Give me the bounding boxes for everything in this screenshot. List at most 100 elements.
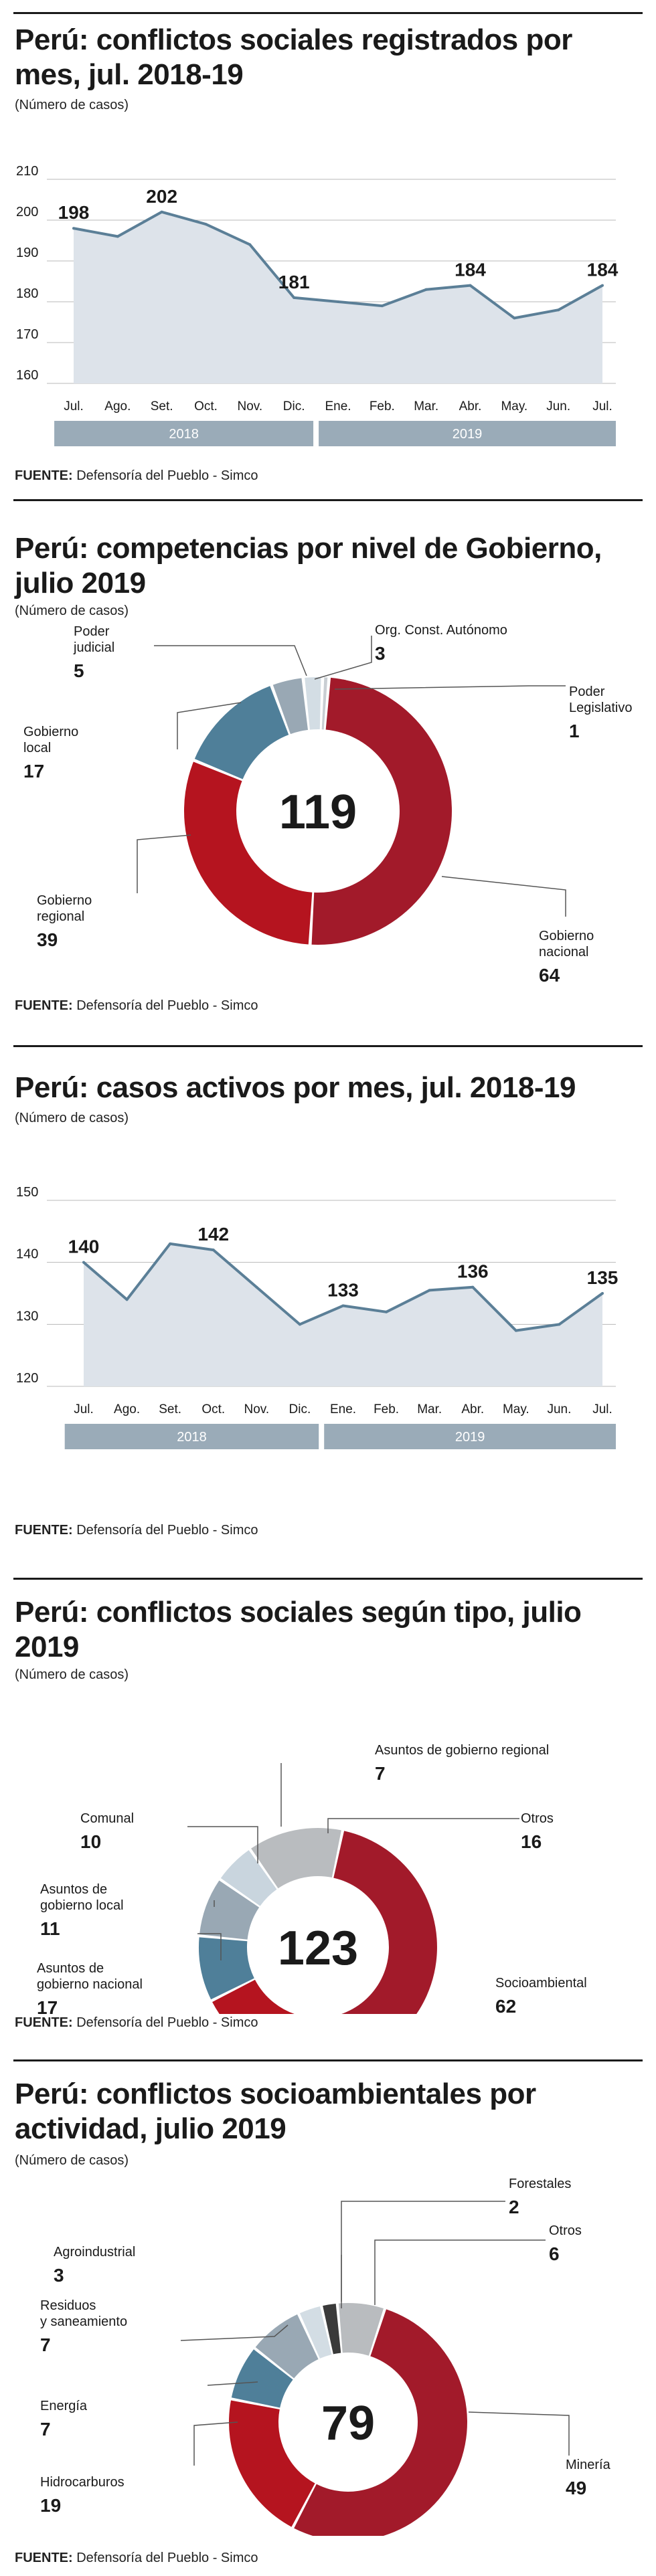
y-tick-label: 150: [16, 1185, 38, 1200]
donut-slice: [199, 1937, 254, 2000]
x-tick-label: Dic.: [289, 1402, 311, 1416]
data-label: 135: [587, 1267, 619, 1288]
top-rule: [13, 1045, 643, 1047]
data-label: 133: [327, 1280, 359, 1301]
data-point: [116, 235, 119, 238]
slice-value: 64: [539, 965, 560, 986]
x-tick-label: May.: [503, 1402, 529, 1416]
y-tick-label: 120: [16, 1371, 38, 1386]
slice-value: 16: [521, 1831, 542, 1852]
slice-value: 49: [566, 2478, 586, 2498]
year-band-label: 2018: [169, 427, 199, 442]
donut-total: 79: [321, 2397, 375, 2450]
data-point: [204, 223, 208, 226]
data-label: 184: [587, 260, 619, 280]
line-chart-registrados: 160 170 180 190 200 210 198 202 181 184 184 Jul. Ago…: [16, 164, 619, 446]
slice-label: Otros: [549, 2223, 582, 2238]
chart-subtitle: (Número de casos): [15, 1667, 129, 1682]
slice-value: 19: [40, 2495, 61, 2516]
donut-slice: [194, 686, 289, 779]
slice-label: Gobierno: [539, 929, 594, 943]
data-point: [557, 308, 560, 312]
x-tick-label: Ago.: [114, 1402, 140, 1416]
slice-label: Gobierno: [37, 893, 92, 908]
donut-slice: [294, 2309, 468, 2536]
x-tick-label: Jul.: [592, 1402, 612, 1416]
source-line: FUENTE: Defensoría del Pueblo - Simco: [15, 468, 258, 484]
top-rule: [13, 499, 643, 501]
x-tick-label: Set.: [159, 1402, 181, 1416]
slice-label: Agroindustrial: [54, 2245, 135, 2260]
data-point: [255, 1285, 258, 1289]
slice-label: y saneamiento: [40, 2314, 127, 2329]
x-tick-label: Nov.: [237, 399, 262, 413]
slice-value: 5: [74, 660, 84, 681]
data-point: [601, 1292, 604, 1295]
slice-label: Otros: [521, 1811, 554, 1826]
data-point: [337, 300, 339, 303]
year-band-label: 2018: [177, 1430, 207, 1445]
x-tick-label: Set.: [151, 399, 173, 413]
slice-value: 7: [375, 1763, 386, 1784]
year-band-label: 2019: [455, 1430, 485, 1445]
slice-label: regional: [37, 909, 84, 924]
leader-line: [374, 2239, 546, 2305]
data-point: [212, 1249, 215, 1252]
donut-slice: [255, 2314, 319, 2379]
donut-slice: [333, 1831, 437, 2014]
x-tick-label: Jun.: [546, 399, 570, 413]
data-point: [380, 304, 384, 308]
data-label: 136: [457, 1261, 489, 1282]
donut-slice: [229, 2400, 315, 2527]
donut-total: 119: [279, 786, 357, 839]
x-tick-label: Jul.: [64, 399, 84, 413]
leader-line: [193, 2421, 238, 2466]
data-label: 181: [278, 272, 310, 292]
leader-line: [327, 1818, 519, 1833]
y-tick-label: 200: [16, 205, 38, 219]
data-point: [248, 243, 252, 246]
x-tick-label: Feb.: [370, 399, 395, 413]
data-label: 198: [58, 202, 90, 223]
slice-label: judicial: [73, 640, 114, 655]
y-tick-label: 210: [16, 164, 38, 179]
donut-total: 123: [278, 1922, 358, 1975]
x-tick-label: Jul.: [74, 1402, 94, 1416]
donut-slice: [311, 677, 453, 945]
source-line: FUENTE: Defensoría del Pueblo - Simco: [15, 2551, 258, 2566]
slice-label: Poder: [74, 624, 110, 639]
x-tick-label: Ene.: [330, 1402, 356, 1416]
chart-subtitle: (Número de casos): [15, 2153, 129, 2168]
leader-line: [314, 636, 372, 680]
leader-line: [197, 1933, 222, 1960]
data-point: [298, 1323, 301, 1326]
slice-value: 3: [54, 2265, 64, 2286]
x-tick-label: Abr.: [461, 1402, 484, 1416]
chart-subtitle: (Número de casos): [15, 98, 129, 112]
slice-label: Hidrocarburos: [40, 2475, 125, 2490]
leader-line: [468, 2411, 570, 2456]
x-tick-label: Dic.: [283, 399, 305, 413]
x-tick-label: Ago.: [104, 399, 131, 413]
data-label: 184: [455, 260, 486, 280]
slice-value: 6: [549, 2243, 560, 2264]
y-tick-label: 170: [16, 327, 38, 342]
slice-label: Asuntos de: [40, 1882, 107, 1897]
data-point: [82, 1261, 85, 1264]
chart-title: Perú: conflictos sociales según tipo, ju…: [15, 1596, 582, 1663]
slice-label: Residuos: [40, 2298, 96, 2313]
x-tick-label: Jul.: [592, 399, 612, 413]
leader-line: [187, 1826, 258, 1863]
chart-panel-1: Perú: conflictos sociales registrados po…: [0, 0, 656, 495]
leader-line: [180, 2324, 289, 2341]
data-point: [428, 1289, 431, 1292]
y-tick-label: 180: [16, 286, 38, 301]
chart-subtitle: (Número de casos): [15, 1111, 129, 1125]
data-point: [169, 1242, 172, 1245]
source-text: Defensoría del Pueblo - Simco: [76, 998, 258, 1013]
slice-label: Socioambiental: [495, 1976, 587, 1991]
area-fill: [74, 211, 602, 383]
source-text: Defensoría del Pueblo - Simco: [76, 468, 258, 483]
donut-slice: [212, 1979, 295, 2014]
